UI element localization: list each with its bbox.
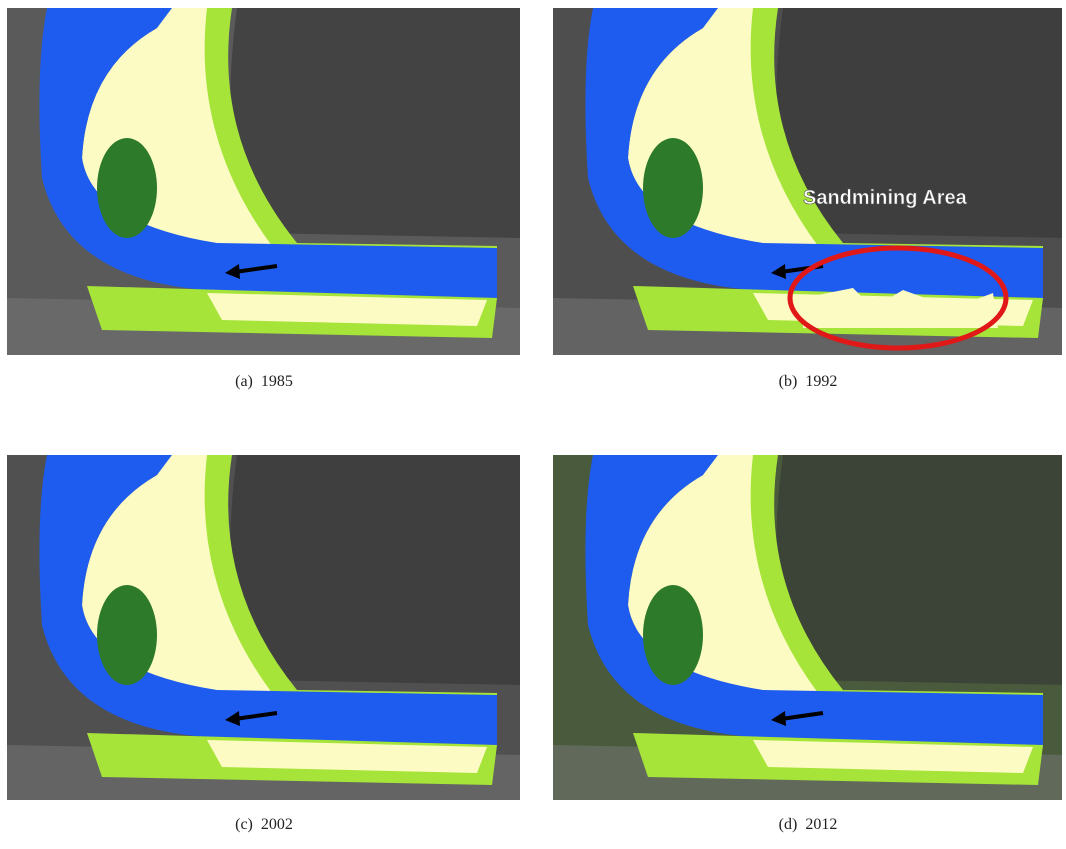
panel-image: Sandmining Area <box>553 8 1062 355</box>
vegetation-patch <box>643 138 703 238</box>
figure-page: Sandmining Area (a) 1985 (b) 1992 (c) 20… <box>0 0 1066 849</box>
annotation: Sandmining Area <box>803 187 968 209</box>
panel-image <box>7 455 520 800</box>
vegetation-patch <box>643 585 703 685</box>
terrain <box>230 455 520 685</box>
caption: (c) 2002 <box>4 816 524 834</box>
vegetation-patch <box>97 138 157 238</box>
panel-image <box>7 8 520 355</box>
terrain <box>230 8 520 238</box>
caption: (d) 2012 <box>548 816 1066 834</box>
vegetation-patch <box>97 585 157 685</box>
caption: (a) 1985 <box>4 373 524 391</box>
caption: (b) 1992 <box>548 373 1066 391</box>
terrain <box>776 455 1062 685</box>
panel-image <box>553 455 1062 800</box>
